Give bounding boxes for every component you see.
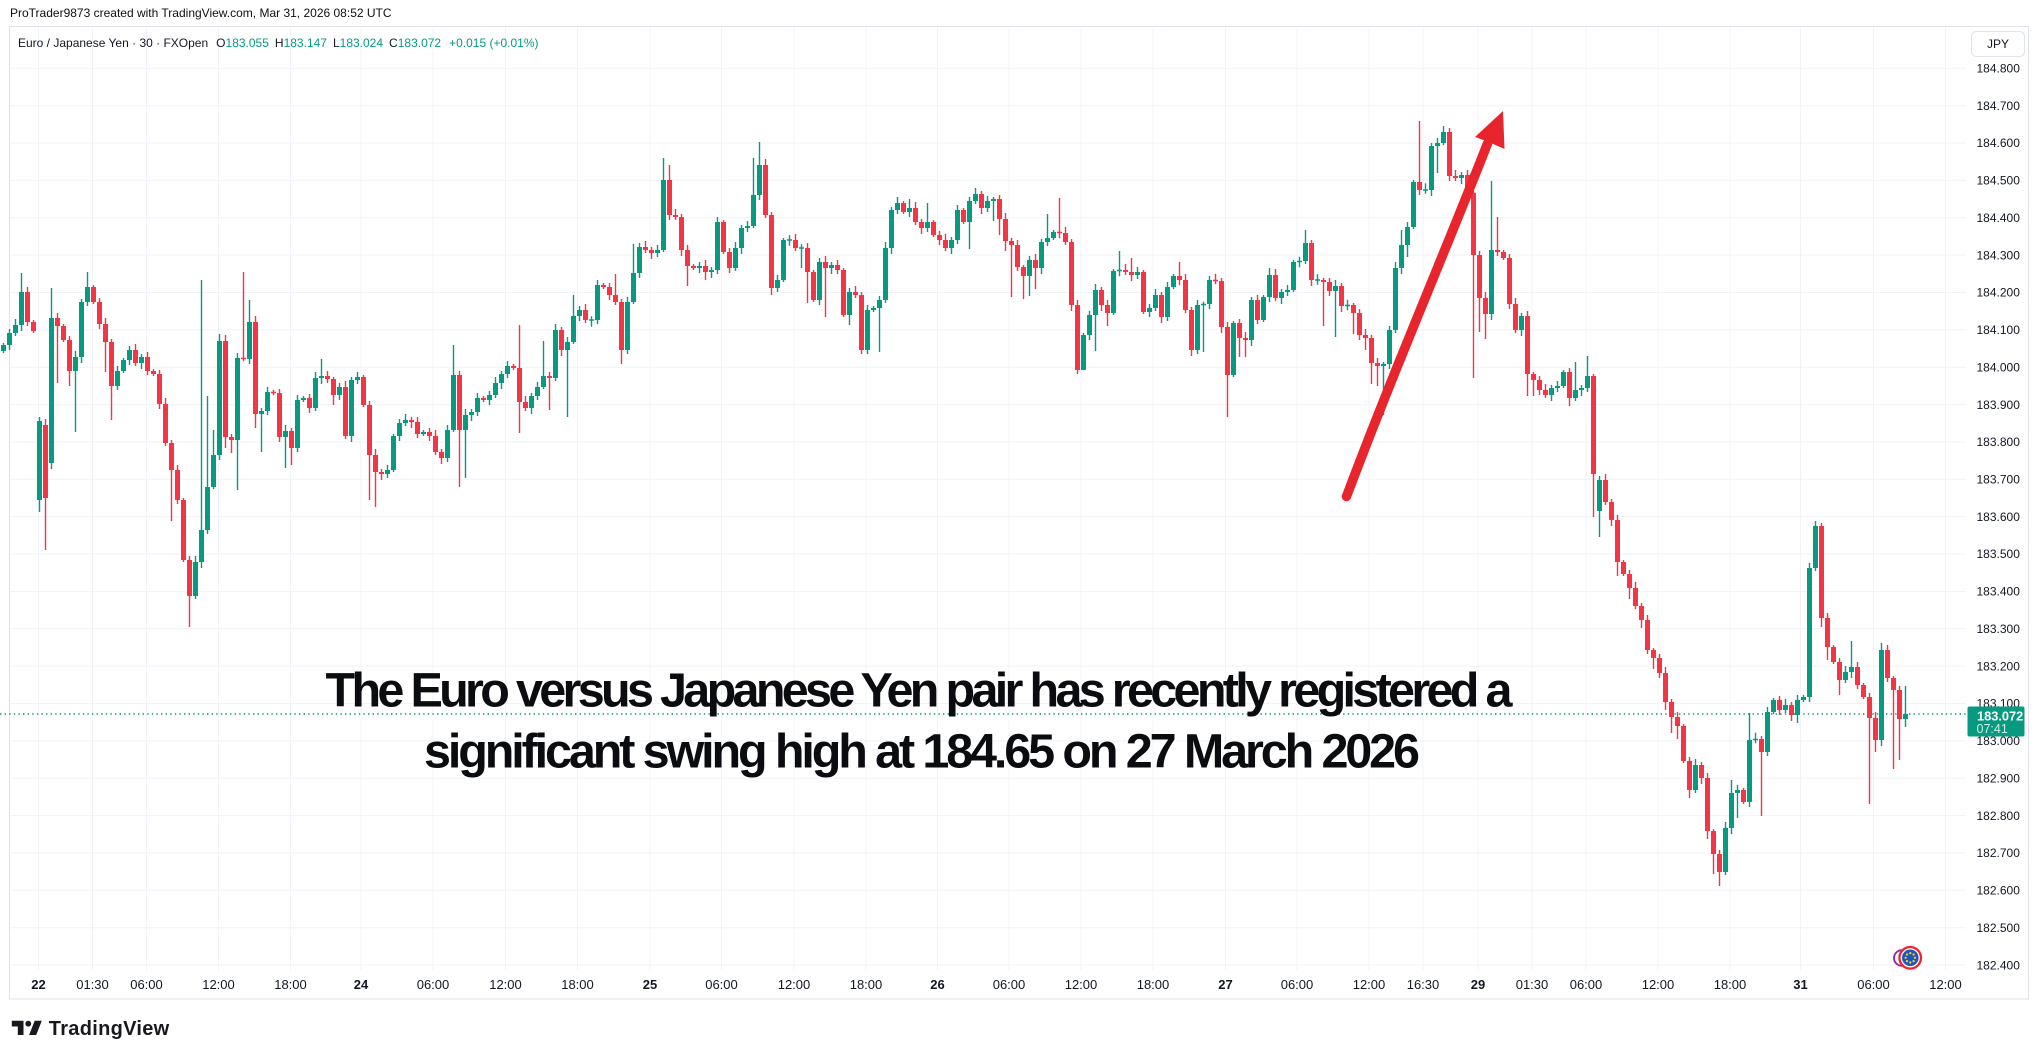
svg-text:184.500: 184.500 xyxy=(1977,174,2021,188)
svg-text:31: 31 xyxy=(1793,977,1807,992)
svg-text:182.700: 182.700 xyxy=(1977,846,2021,860)
svg-text:TradingView: TradingView xyxy=(49,1018,170,1040)
svg-text:27: 27 xyxy=(1218,977,1232,992)
svg-text:182.600: 182.600 xyxy=(1977,884,2021,898)
svg-text:06:00: 06:00 xyxy=(993,977,1026,992)
svg-text:06:00: 06:00 xyxy=(1281,977,1314,992)
svg-text:18:00: 18:00 xyxy=(850,977,883,992)
svg-text:06:00: 06:00 xyxy=(705,977,738,992)
svg-text:183.072: 183.072 xyxy=(1977,709,2023,724)
svg-text:06:00: 06:00 xyxy=(130,977,163,992)
svg-text:18:00: 18:00 xyxy=(1714,977,1747,992)
svg-text:12:00: 12:00 xyxy=(1929,977,1962,992)
svg-text:184.200: 184.200 xyxy=(1977,286,2021,300)
svg-text:183.700: 183.700 xyxy=(1977,473,2021,487)
svg-text:184.800: 184.800 xyxy=(1977,62,2021,76)
svg-text:184.700: 184.700 xyxy=(1977,99,2021,113)
svg-text:06:00: 06:00 xyxy=(1857,977,1890,992)
svg-text:18:00: 18:00 xyxy=(1137,977,1170,992)
svg-text:29: 29 xyxy=(1471,977,1485,992)
svg-text:06:00: 06:00 xyxy=(417,977,450,992)
svg-text:JPY: JPY xyxy=(1987,37,2009,51)
svg-text:182.900: 182.900 xyxy=(1977,771,2021,785)
svg-text:01:30: 01:30 xyxy=(76,977,109,992)
svg-text:significant swing high at 184.: significant swing high at 184.65 on 27 M… xyxy=(424,725,1420,779)
svg-text:24: 24 xyxy=(354,977,369,992)
svg-text:26: 26 xyxy=(930,977,944,992)
svg-text:183.800: 183.800 xyxy=(1977,435,2021,449)
svg-text:182.800: 182.800 xyxy=(1977,809,2021,823)
svg-text:22: 22 xyxy=(31,977,45,992)
svg-text:12:00: 12:00 xyxy=(1353,977,1386,992)
svg-text:The Euro versus Japanese Yen p: The Euro versus Japanese Yen pair has re… xyxy=(326,664,1514,718)
svg-text:184.600: 184.600 xyxy=(1977,136,2021,150)
svg-text:25: 25 xyxy=(643,977,657,992)
svg-text:16:30: 16:30 xyxy=(1407,977,1440,992)
svg-text:183.500: 183.500 xyxy=(1977,547,2021,561)
svg-text:184.400: 184.400 xyxy=(1977,211,2021,225)
svg-text:12:00: 12:00 xyxy=(202,977,235,992)
svg-text:182.400: 182.400 xyxy=(1977,958,2021,972)
svg-text:183.200: 183.200 xyxy=(1977,659,2021,673)
svg-text:ProTrader9873 created with Tra: ProTrader9873 created with TradingView.c… xyxy=(10,6,392,20)
svg-text:12:00: 12:00 xyxy=(489,977,522,992)
svg-text:Euro / Japanese Yen · 30 · FXO: Euro / Japanese Yen · 30 · FXOpen O183.05… xyxy=(18,36,539,50)
svg-text:183.900: 183.900 xyxy=(1977,398,2021,412)
svg-text:183.600: 183.600 xyxy=(1977,510,2021,524)
svg-text:12:00: 12:00 xyxy=(778,977,811,992)
svg-text:184.300: 184.300 xyxy=(1977,248,2021,262)
svg-text:182.500: 182.500 xyxy=(1977,921,2021,935)
svg-text:183.300: 183.300 xyxy=(1977,622,2021,636)
svg-text:06:00: 06:00 xyxy=(1570,977,1603,992)
svg-text:184.000: 184.000 xyxy=(1977,360,2021,374)
svg-text:18:00: 18:00 xyxy=(274,977,307,992)
svg-text:07:41: 07:41 xyxy=(1977,722,2008,736)
svg-text:184.100: 184.100 xyxy=(1977,323,2021,337)
svg-text:18:00: 18:00 xyxy=(561,977,594,992)
svg-text:183.000: 183.000 xyxy=(1977,734,2021,748)
svg-text:12:00: 12:00 xyxy=(1065,977,1098,992)
svg-text:01:30: 01:30 xyxy=(1516,977,1549,992)
svg-text:183.400: 183.400 xyxy=(1977,585,2021,599)
svg-text:12:00: 12:00 xyxy=(1642,977,1675,992)
